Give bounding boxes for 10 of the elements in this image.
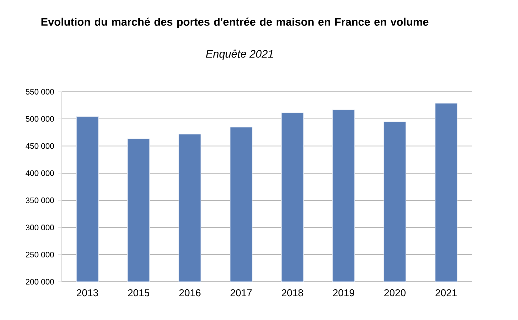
x-tick-label: 2016 — [180, 290, 201, 297]
x-tick-label: 2021 — [436, 290, 457, 297]
x-tick-label: 2015 — [128, 290, 150, 297]
x-tick-label: 2013 — [77, 290, 98, 297]
chart-subtitle: Enquête 2021 — [206, 50, 274, 60]
x-tick-label: 2020 — [384, 290, 406, 297]
chart-title: Evolution du marché des portes d'entrée de maison en France en volume — [42, 18, 429, 28]
x-tick-label: 2018 — [282, 290, 304, 297]
x-tick-label: 2017 — [230, 290, 252, 297]
x-tick-label: 2019 — [333, 290, 354, 297]
